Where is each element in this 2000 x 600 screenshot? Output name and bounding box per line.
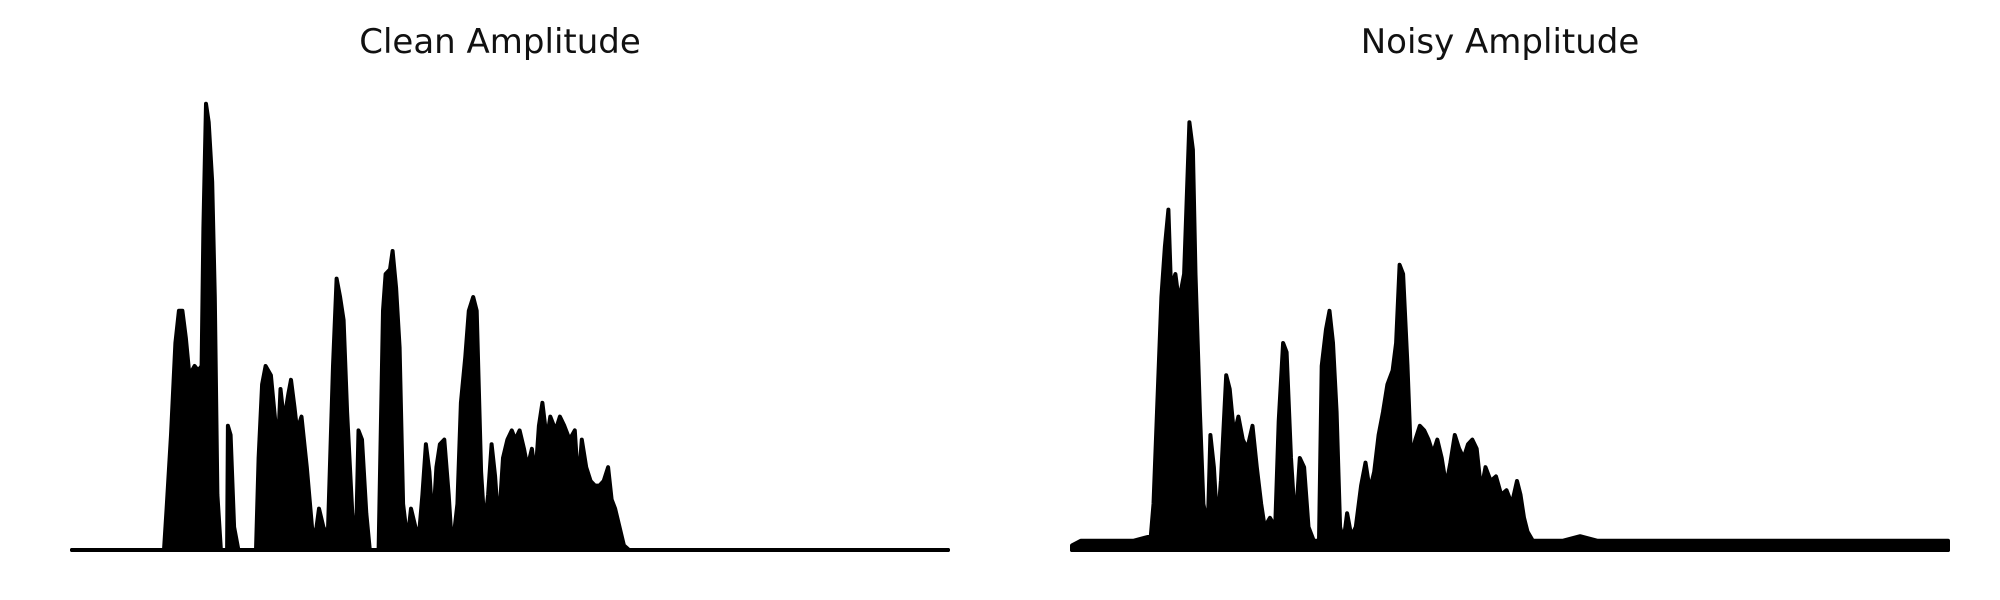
chart-title-noisy: Noisy Amplitude	[1360, 22, 1640, 62]
noisy-amplitude-area	[1070, 120, 1950, 552]
clean-amplitude-area	[70, 101, 950, 552]
chart-title-clean: Clean Amplitude	[359, 22, 641, 62]
noisy-amplitude-plot	[1070, 120, 1950, 552]
noisy-amplitude-panel: Noisy Amplitude	[1000, 0, 2000, 600]
clean-amplitude-panel: Clean Amplitude	[70, 22, 950, 552]
clean-amplitude-plot	[70, 101, 950, 552]
